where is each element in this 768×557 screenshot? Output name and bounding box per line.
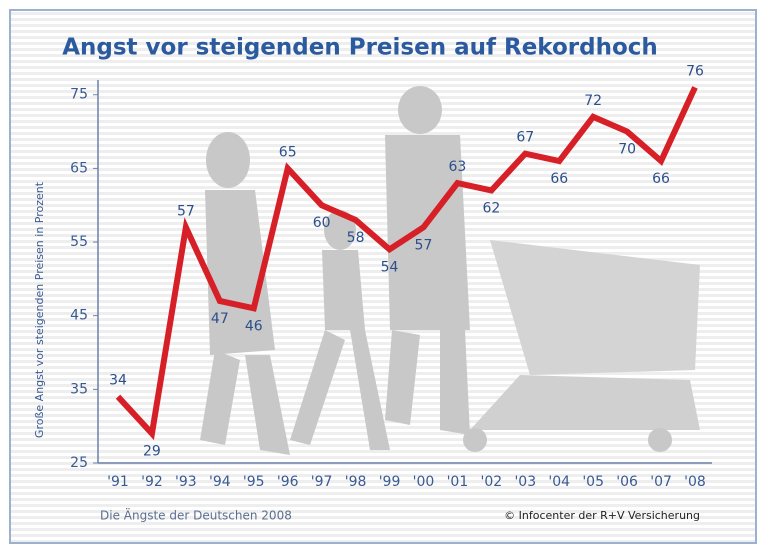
- value-label: 62: [482, 200, 500, 216]
- x-tick-label: '99: [379, 474, 401, 490]
- value-label: 63: [448, 159, 466, 175]
- value-label: 66: [550, 171, 568, 187]
- y-tick-label: 35: [70, 381, 88, 397]
- value-label: 34: [109, 373, 127, 389]
- value-label: 67: [516, 130, 534, 146]
- x-tick-label: '92: [141, 474, 163, 490]
- x-tick-label: '91: [107, 474, 129, 490]
- silhouettes: [200, 86, 700, 455]
- y-tick-label: 25: [70, 455, 88, 471]
- x-tick-label: '05: [582, 474, 604, 490]
- y-axis-title: Große Angst vor steigenden Preisen in Pr…: [33, 181, 46, 438]
- y-tick-label: 45: [70, 308, 88, 324]
- chart-title: Angst vor steigenden Preisen auf Rekordh…: [62, 35, 658, 61]
- x-tick-label: '93: [175, 474, 197, 490]
- y-tick-label: 55: [70, 234, 88, 250]
- y-tick-label: 75: [70, 87, 88, 103]
- x-tick-label: '07: [650, 474, 672, 490]
- source-right: © Infocenter der R+V Versicherung: [504, 509, 700, 522]
- x-tick-label: '01: [447, 474, 469, 490]
- value-label: 58: [347, 230, 365, 246]
- x-tick-label: '97: [311, 474, 333, 490]
- value-label: 47: [211, 311, 229, 327]
- value-label: 57: [415, 237, 433, 253]
- value-label: 60: [313, 215, 331, 231]
- line: [115, 86, 698, 441]
- x-tick-label: '95: [243, 474, 265, 490]
- x-tick-label: '98: [345, 474, 367, 490]
- value-label: 76: [686, 63, 704, 79]
- x-tick-label: '00: [413, 474, 435, 490]
- value-label: 65: [279, 144, 297, 160]
- x-tick-label: '96: [277, 474, 299, 490]
- value-label: 70: [618, 142, 636, 158]
- value-label: 57: [177, 203, 195, 219]
- value-label: 54: [381, 259, 399, 275]
- value-label: 29: [143, 444, 161, 460]
- value-label: 46: [245, 318, 263, 334]
- source-left: Die Ängste der Deutschen 2008: [100, 508, 292, 523]
- x-tick-label: '04: [548, 474, 570, 490]
- y-tick-label: 65: [70, 160, 88, 176]
- x-tick-label: '02: [481, 474, 503, 490]
- value-label: 66: [652, 171, 670, 187]
- x-tick-label: '94: [209, 474, 231, 490]
- x-tick-label: '06: [616, 474, 638, 490]
- value-label: 72: [584, 93, 602, 109]
- x-tick-label: '08: [684, 474, 706, 490]
- x-tick-label: '03: [514, 474, 536, 490]
